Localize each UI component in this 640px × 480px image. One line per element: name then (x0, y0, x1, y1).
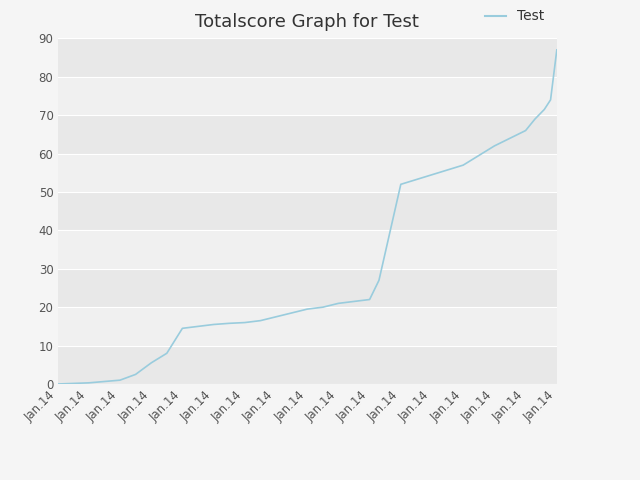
Bar (58, 38, 557, 77)
Test (490, 143, 498, 149)
Test (194, 324, 202, 329)
Bar (58, 346, 557, 384)
Test (350, 299, 358, 304)
Test (335, 300, 342, 306)
Test (460, 162, 467, 168)
Test (531, 116, 539, 122)
Test (522, 128, 529, 133)
Test (85, 380, 93, 386)
Test (288, 310, 296, 316)
Test (210, 322, 218, 327)
Test (540, 107, 548, 112)
Bar (58, 307, 557, 346)
Test (257, 318, 264, 324)
Test (397, 181, 404, 187)
Test (475, 153, 483, 158)
Test (241, 320, 248, 325)
Bar (58, 269, 557, 307)
Test (506, 135, 514, 141)
Test (225, 321, 233, 326)
Test (116, 377, 124, 383)
Line: Test: Test (58, 50, 557, 384)
Test (428, 172, 436, 178)
Test (319, 304, 326, 310)
Title: Totalscore Graph for Test: Totalscore Graph for Test (195, 13, 419, 31)
Test (147, 360, 155, 366)
Bar (58, 115, 557, 154)
Test (179, 325, 186, 331)
Test (132, 372, 140, 377)
Bar (58, 230, 557, 269)
Bar (58, 154, 557, 192)
Test (303, 306, 311, 312)
Test (375, 277, 383, 283)
Bar (58, 192, 557, 230)
Test (365, 297, 373, 302)
Test (54, 381, 61, 387)
Test (553, 47, 561, 53)
Test (163, 350, 171, 356)
Bar (58, 77, 557, 115)
Legend: Test: Test (479, 4, 550, 29)
Test (272, 314, 280, 320)
Test (547, 97, 554, 103)
